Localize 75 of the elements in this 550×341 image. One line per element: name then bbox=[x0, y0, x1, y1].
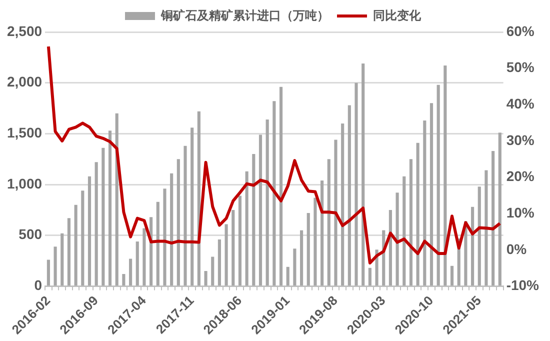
bar bbox=[211, 256, 214, 286]
bar bbox=[327, 159, 330, 286]
bar bbox=[122, 274, 126, 286]
bar bbox=[224, 224, 228, 286]
bar bbox=[218, 239, 221, 286]
bar bbox=[258, 134, 262, 286]
bar bbox=[478, 186, 481, 286]
bar bbox=[94, 162, 98, 286]
y2-tick-label: 0% bbox=[506, 240, 528, 257]
bar bbox=[320, 180, 324, 286]
bar bbox=[362, 64, 365, 286]
bar bbox=[170, 173, 174, 286]
bar bbox=[184, 146, 187, 286]
bar bbox=[444, 66, 447, 286]
bar bbox=[293, 248, 296, 286]
bar bbox=[348, 105, 351, 286]
y2-tick-label: 50% bbox=[506, 59, 535, 76]
bar bbox=[81, 190, 84, 286]
bar bbox=[54, 246, 57, 286]
y-tick-label: 1,000 bbox=[6, 175, 42, 192]
bar bbox=[128, 258, 132, 286]
y-tick-label: 0 bbox=[34, 277, 42, 294]
y2-tick-label: 20% bbox=[506, 168, 535, 184]
bar bbox=[341, 124, 344, 286]
bar bbox=[238, 196, 242, 286]
bar bbox=[88, 176, 92, 286]
legend-label: 同比变化 bbox=[373, 8, 422, 22]
bar bbox=[163, 188, 166, 286]
bar bbox=[334, 140, 338, 286]
bar bbox=[279, 86, 283, 286]
bar bbox=[368, 268, 372, 286]
bar bbox=[471, 206, 474, 286]
bar bbox=[245, 171, 248, 286]
bar bbox=[102, 148, 105, 286]
bar bbox=[176, 159, 180, 286]
bar bbox=[252, 154, 256, 286]
bar bbox=[190, 128, 194, 286]
bar bbox=[67, 218, 71, 286]
bar bbox=[156, 202, 160, 286]
bar bbox=[423, 120, 426, 286]
bar bbox=[416, 142, 420, 286]
y-tick-label: 1,500 bbox=[6, 124, 42, 141]
legend-label: 铜矿石及精矿累计进口（万吨） bbox=[160, 8, 329, 22]
bar bbox=[60, 233, 64, 286]
bar bbox=[286, 266, 290, 286]
bar bbox=[108, 130, 112, 286]
bar bbox=[142, 228, 146, 286]
bar bbox=[266, 119, 269, 286]
bar bbox=[136, 241, 139, 286]
bar bbox=[204, 270, 208, 286]
y2-tick-label: 40% bbox=[506, 96, 535, 112]
bar bbox=[450, 266, 454, 286]
bar bbox=[74, 204, 78, 286]
bar bbox=[396, 192, 399, 286]
y-tick-label: 2,000 bbox=[6, 74, 42, 90]
bar bbox=[46, 260, 50, 286]
bar bbox=[402, 176, 406, 286]
bar bbox=[232, 210, 235, 286]
bar bbox=[498, 132, 502, 286]
bar bbox=[492, 150, 495, 286]
bar bbox=[272, 101, 276, 286]
bar bbox=[314, 198, 317, 286]
y-tick-label: 2,500 bbox=[6, 22, 42, 39]
y2-tick-label: -10% bbox=[506, 277, 540, 294]
y2-tick-label: 10% bbox=[506, 204, 535, 220]
bar bbox=[436, 84, 440, 286]
bar bbox=[354, 82, 358, 286]
bar bbox=[484, 170, 488, 286]
bar bbox=[300, 230, 304, 286]
bar bbox=[430, 103, 434, 286]
bar bbox=[409, 159, 413, 286]
y-tick-label: 500 bbox=[18, 226, 42, 242]
bar bbox=[306, 213, 310, 286]
y2-tick-label: 30% bbox=[506, 132, 535, 148]
y2-tick-label: 60% bbox=[506, 22, 535, 39]
